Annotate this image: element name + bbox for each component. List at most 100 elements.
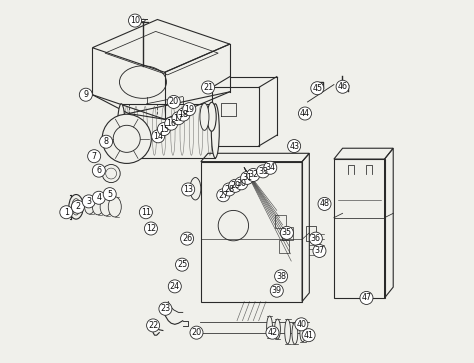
Circle shape	[172, 112, 185, 125]
Circle shape	[102, 114, 151, 163]
Circle shape	[152, 130, 164, 143]
Circle shape	[201, 81, 215, 94]
Text: 2: 2	[75, 202, 81, 211]
Text: 34: 34	[265, 163, 275, 172]
Circle shape	[157, 123, 171, 135]
Text: 42: 42	[267, 328, 277, 337]
Circle shape	[217, 189, 230, 202]
Circle shape	[270, 284, 283, 297]
Text: 19: 19	[184, 105, 194, 114]
Circle shape	[360, 291, 373, 305]
Circle shape	[146, 319, 160, 332]
Ellipse shape	[92, 199, 103, 215]
Circle shape	[177, 108, 190, 121]
Circle shape	[256, 165, 270, 178]
Circle shape	[274, 270, 288, 283]
Text: 6: 6	[96, 166, 101, 175]
Circle shape	[288, 139, 301, 152]
Text: 44: 44	[300, 109, 310, 118]
Circle shape	[281, 227, 293, 239]
Circle shape	[168, 280, 182, 293]
Ellipse shape	[300, 323, 306, 342]
Text: 20: 20	[169, 97, 179, 106]
Ellipse shape	[141, 20, 145, 22]
Circle shape	[181, 232, 193, 245]
Text: 48: 48	[319, 199, 329, 208]
Text: 39: 39	[272, 286, 282, 295]
Text: 31: 31	[242, 174, 252, 182]
Text: 36: 36	[311, 234, 321, 243]
Text: 32: 32	[248, 171, 258, 179]
Circle shape	[311, 82, 324, 95]
Ellipse shape	[285, 319, 291, 344]
Text: 13: 13	[183, 185, 193, 194]
Circle shape	[299, 107, 311, 120]
Text: 10: 10	[130, 16, 140, 25]
Text: 47: 47	[361, 293, 372, 302]
Text: 45: 45	[312, 84, 322, 93]
Ellipse shape	[211, 104, 219, 158]
Circle shape	[295, 318, 308, 331]
Circle shape	[318, 197, 331, 211]
Circle shape	[79, 88, 92, 101]
Text: 24: 24	[170, 282, 180, 291]
Circle shape	[82, 195, 95, 208]
Text: 25: 25	[177, 260, 187, 269]
Text: 23: 23	[160, 304, 171, 313]
Circle shape	[103, 188, 116, 201]
Circle shape	[164, 117, 178, 130]
Text: 4: 4	[96, 193, 101, 202]
Circle shape	[128, 14, 142, 27]
Circle shape	[139, 206, 152, 219]
Text: 41: 41	[304, 331, 314, 340]
Circle shape	[102, 164, 120, 183]
Text: 8: 8	[104, 137, 109, 146]
Text: 35: 35	[282, 228, 292, 237]
Ellipse shape	[108, 197, 121, 217]
Text: 40: 40	[296, 320, 306, 329]
Text: 3: 3	[86, 197, 91, 206]
Ellipse shape	[117, 104, 125, 158]
Text: 30: 30	[237, 179, 246, 188]
Ellipse shape	[292, 323, 298, 344]
Circle shape	[92, 191, 105, 204]
Ellipse shape	[100, 198, 112, 216]
Circle shape	[264, 161, 277, 174]
Circle shape	[183, 103, 196, 116]
Circle shape	[266, 326, 279, 339]
Circle shape	[167, 95, 180, 109]
Text: 7: 7	[91, 152, 97, 161]
Text: 33: 33	[258, 167, 268, 176]
Circle shape	[159, 302, 172, 315]
Ellipse shape	[267, 316, 273, 338]
Circle shape	[302, 329, 315, 342]
Circle shape	[228, 179, 242, 192]
Ellipse shape	[190, 178, 201, 200]
Ellipse shape	[274, 319, 281, 339]
Circle shape	[100, 135, 113, 148]
Text: 17: 17	[173, 114, 183, 123]
Circle shape	[190, 326, 203, 339]
Circle shape	[241, 171, 254, 184]
Circle shape	[313, 244, 326, 257]
Circle shape	[145, 222, 157, 235]
Circle shape	[222, 183, 236, 196]
Text: 11: 11	[141, 208, 151, 217]
Ellipse shape	[84, 200, 94, 214]
Circle shape	[235, 177, 248, 190]
Text: 29: 29	[230, 182, 240, 190]
Text: 16: 16	[166, 119, 176, 128]
Circle shape	[175, 258, 189, 271]
Text: 43: 43	[289, 142, 299, 151]
Text: 26: 26	[182, 234, 192, 243]
Circle shape	[72, 200, 84, 213]
Text: 22: 22	[148, 321, 158, 330]
Circle shape	[310, 232, 322, 245]
Text: 1: 1	[64, 208, 69, 217]
Text: 46: 46	[337, 82, 347, 91]
Circle shape	[182, 183, 195, 196]
Circle shape	[336, 80, 349, 93]
Circle shape	[92, 164, 105, 177]
Circle shape	[60, 206, 73, 219]
Ellipse shape	[69, 195, 83, 219]
